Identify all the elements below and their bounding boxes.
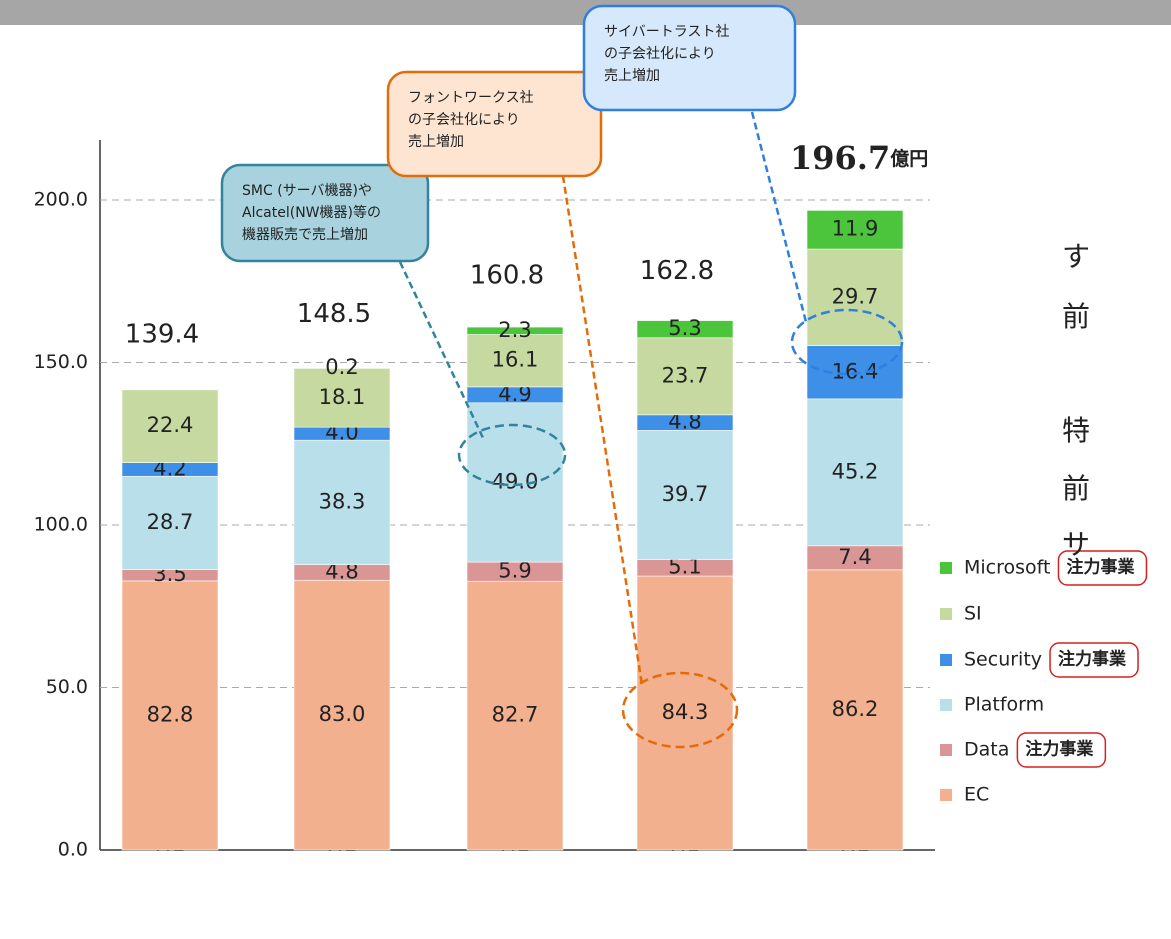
data-label: 5.9	[498, 559, 531, 583]
total-label: 139.4	[125, 319, 199, 349]
data-label: 45.2	[832, 459, 879, 483]
legend-label: Security	[964, 649, 1042, 671]
side-text: す	[1062, 240, 1090, 273]
callout-text: フォントワークス社	[408, 90, 534, 106]
y-tick-label: 150.0	[34, 351, 88, 373]
data-label: 38.3	[319, 489, 366, 513]
data-label: 49.0	[492, 469, 539, 493]
data-label: 23.7	[662, 363, 709, 387]
leader-line	[750, 111, 808, 323]
bar-segment	[293, 368, 391, 428]
bar-segment	[636, 430, 734, 560]
side-text: 前	[1062, 300, 1090, 333]
legend-label: Platform	[964, 694, 1044, 716]
callout-text: Alcatel(NW機器)等の	[242, 204, 381, 221]
bar-segment	[636, 337, 734, 416]
tag-text: 注力事業	[1066, 557, 1134, 578]
legend-swatch	[940, 699, 952, 711]
callout-text: の子会社化により	[604, 46, 716, 62]
bar-segment	[806, 248, 904, 346]
callout-text: SMC (サーバ機器)や	[242, 183, 372, 199]
bar-segment	[806, 398, 904, 547]
tag-badge	[1049, 642, 1139, 678]
leader-line	[561, 175, 644, 686]
data-label: 82.7	[492, 703, 539, 727]
data-label: 0.2	[325, 355, 358, 379]
tag-text: 注力事業	[1058, 649, 1126, 670]
highlight-ellipse	[621, 671, 739, 749]
callout-text: 機器販売で売上増加	[242, 227, 368, 243]
data-label: 11.9	[832, 217, 879, 241]
total-label: 196.7億円	[790, 139, 928, 177]
bar-segment	[121, 475, 219, 570]
data-label: 16.1	[492, 348, 539, 372]
legend-label: Microsoft	[964, 557, 1050, 579]
highlight-ellipse	[457, 423, 567, 487]
highlight-ellipse	[790, 308, 904, 376]
tag-text: 注力事業	[1025, 739, 1093, 760]
callout-box	[220, 163, 430, 263]
total-value: 196.7	[790, 139, 890, 177]
callout-text: 売上増加	[408, 134, 464, 150]
bar-segment	[466, 334, 564, 388]
callout-box	[582, 4, 797, 112]
legend-swatch	[940, 562, 952, 574]
bar-segment	[806, 569, 904, 851]
bar-segment	[466, 326, 564, 335]
data-label: 84.3	[662, 700, 709, 724]
legend-label: Data	[964, 739, 1009, 761]
total-label: 160.8	[470, 261, 544, 291]
bar-segment	[293, 367, 391, 369]
total-label: 148.5	[297, 299, 371, 329]
bar-segment	[121, 389, 219, 463]
bar-segment	[806, 545, 904, 571]
data-label: 82.8	[147, 702, 194, 726]
data-label: 28.7	[147, 510, 194, 534]
data-label: 83.0	[319, 702, 366, 726]
callout-text: サイバートラスト社	[604, 24, 729, 40]
data-label: 29.7	[832, 284, 879, 308]
side-text: 特	[1062, 414, 1090, 447]
total-unit: 億円	[890, 147, 928, 170]
legend-swatch	[940, 608, 952, 620]
data-label: 7.4	[838, 545, 871, 569]
data-label: 39.7	[662, 482, 709, 506]
bar-segment	[806, 210, 904, 250]
bar-segment	[466, 580, 564, 851]
legend-swatch	[940, 789, 952, 801]
total-label: 162.8	[640, 256, 714, 286]
legend-swatch	[940, 744, 952, 756]
bar-segment	[806, 345, 904, 400]
side-text: サ	[1062, 528, 1090, 561]
y-tick-label: 0.0	[58, 839, 88, 861]
tag-badge	[1016, 732, 1107, 768]
callout-text: 売上増加	[604, 68, 660, 84]
legend-label: EC	[964, 784, 989, 806]
data-label: 86.2	[832, 697, 879, 721]
tag-badge	[1057, 550, 1148, 586]
bar-segment	[293, 579, 391, 851]
side-text: 前	[1062, 472, 1090, 505]
data-label: 2.3	[498, 318, 531, 342]
bar-segment	[121, 580, 219, 851]
y-tick-label: 100.0	[34, 514, 88, 536]
data-label: 18.1	[319, 385, 366, 409]
data-label: 5.3	[668, 316, 701, 340]
callout-box	[386, 70, 603, 178]
bar-segment	[636, 320, 734, 339]
legend-swatch	[940, 654, 952, 666]
bar-segment	[293, 439, 391, 565]
legend-label: SI	[964, 603, 982, 625]
y-tick-label: 50.0	[46, 676, 88, 698]
data-label: 22.4	[147, 413, 194, 437]
bar-segment	[636, 575, 734, 851]
callout-text: の子会社化により	[408, 112, 520, 128]
y-tick-label: 200.0	[34, 189, 88, 211]
